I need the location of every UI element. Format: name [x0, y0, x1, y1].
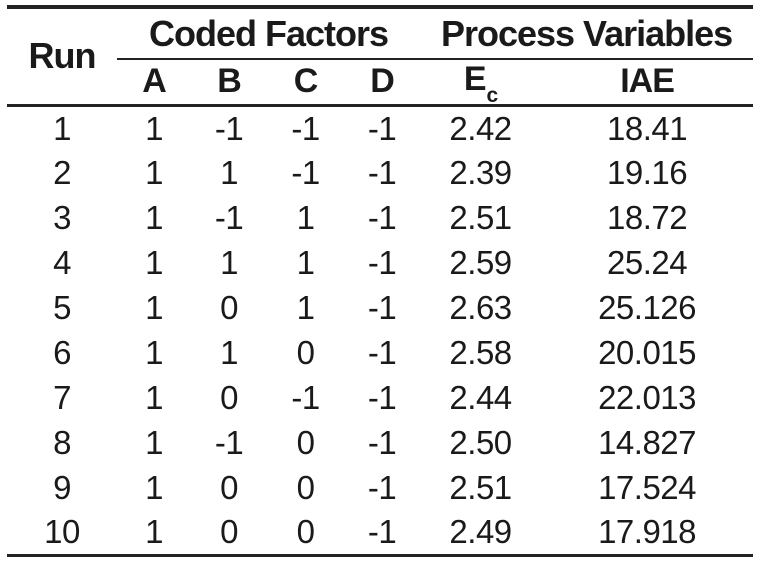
cell-ec: 2.44 — [449, 378, 512, 416]
cell-factor-d: -1 — [367, 109, 397, 147]
cell-factor-d: -1 — [367, 378, 397, 416]
cell-factor-b: 0 — [220, 288, 238, 326]
cell-factor-c: -1 — [291, 109, 320, 147]
cell-iae: 19.16 — [607, 153, 688, 191]
cell-factor-d: -1 — [367, 243, 397, 281]
cell-factor-c: 0 — [296, 513, 315, 551]
cell-factor-c: 0 — [296, 423, 315, 461]
cell-run: 6 — [53, 333, 71, 371]
cell-ec: 2.58 — [449, 333, 512, 371]
group-header-row: Run Coded Factors Process Variables — [7, 7, 754, 107]
cell-iae: 18.72 — [607, 198, 688, 236]
coded-factors-group-header: Coded Factors — [117, 7, 421, 60]
cell-run: 4 — [53, 243, 71, 281]
cell-factor-a: 1 — [145, 378, 163, 416]
cell-factor-a: 1 — [145, 109, 163, 147]
cell-factor-c: 1 — [296, 288, 315, 326]
cell-factor-b: -1 — [214, 109, 244, 147]
cell-factor-d: -1 — [367, 288, 397, 326]
cell-factor-d: -1 — [367, 468, 397, 506]
cell-iae: 22.013 — [598, 378, 697, 416]
column-header-c: C — [267, 59, 344, 107]
cell-iae: 14.827 — [598, 423, 697, 461]
cell-factor-d: -1 — [367, 423, 397, 461]
cell-factor-a: 1 — [145, 423, 163, 461]
cell-run: 5 — [53, 288, 71, 326]
column-header-row: A B C D Ec IAE — [7, 59, 754, 107]
cell-run: 2 — [53, 153, 71, 191]
table-row: 6 1 1 0 -1 2.58 20.015 — [7, 330, 753, 375]
cell-factor-a: 1 — [145, 243, 163, 281]
cell-ec: 2.50 — [449, 423, 512, 461]
table-row: 1 1 -1 -1 -1 2.42 18.41 — [7, 105, 753, 150]
cell-factor-a: 1 — [145, 333, 163, 371]
cell-factor-b: -1 — [214, 198, 244, 236]
cell-iae: 25.24 — [607, 243, 688, 281]
cell-ec: 2.42 — [449, 109, 512, 147]
cell-factor-d: -1 — [367, 153, 397, 191]
table-row: 3 1 -1 1 -1 2.51 18.72 — [7, 195, 753, 240]
process-variables-group-header: Process Variables — [420, 7, 754, 60]
ec-base: E — [463, 60, 487, 98]
cell-factor-b: 0 — [220, 513, 238, 551]
table-row: 10 1 0 0 -1 2.49 17.918 — [7, 510, 753, 555]
column-header-ec: Ec — [420, 59, 542, 107]
column-header-a: A — [117, 59, 191, 107]
cell-iae: 20.015 — [598, 333, 697, 371]
cell-factor-c: -1 — [291, 378, 320, 416]
cell-factor-d: -1 — [367, 198, 397, 236]
cell-iae: 18.41 — [607, 109, 688, 147]
cell-ec: 2.63 — [449, 288, 512, 326]
cell-run: 10 — [44, 513, 80, 551]
cell-factor-c: -1 — [291, 153, 320, 191]
table-row: 5 1 0 1 -1 2.63 25.126 — [7, 285, 753, 330]
table-row: 7 1 0 -1 -1 2.44 22.013 — [7, 375, 753, 420]
paper-table-figure: Run Coded Factors Process Variables A B … — [7, 5, 754, 557]
run-column-header: Run — [7, 7, 117, 107]
cell-ec: 2.49 — [449, 513, 512, 551]
cell-factor-a: 1 — [145, 153, 163, 191]
table-row: 8 1 -1 0 -1 2.50 14.827 — [7, 420, 753, 465]
cell-factor-d: -1 — [367, 513, 397, 551]
cell-factor-a: 1 — [145, 468, 163, 506]
table-row: 9 1 0 0 -1 2.51 17.524 — [7, 465, 753, 510]
cell-ec: 2.51 — [449, 468, 512, 506]
table-row: 4 1 1 1 -1 2.59 25.24 — [7, 240, 753, 285]
cell-run: 7 — [53, 378, 71, 416]
cell-factor-a: 1 — [145, 513, 163, 551]
cell-factor-c: 0 — [296, 333, 315, 371]
doe-results-table: Run Coded Factors Process Variables A B … — [7, 5, 754, 557]
cell-run: 8 — [53, 423, 71, 461]
cell-factor-a: 1 — [145, 288, 163, 326]
cell-iae: 17.524 — [598, 468, 697, 506]
column-header-b: B — [191, 59, 267, 107]
column-header-d: D — [344, 59, 421, 107]
cell-factor-c: 1 — [296, 198, 315, 236]
cell-factor-b: -1 — [214, 423, 244, 461]
cell-iae: 17.918 — [598, 513, 697, 551]
cell-factor-c: 1 — [296, 243, 315, 281]
cell-factor-b: 1 — [220, 243, 238, 281]
ec-subscript: c — [486, 83, 499, 107]
cell-factor-a: 1 — [145, 198, 163, 236]
cell-run: 1 — [53, 109, 71, 147]
cell-factor-c: 0 — [296, 468, 315, 506]
cell-ec: 2.59 — [449, 243, 512, 281]
cell-iae: 25.126 — [598, 288, 697, 326]
cell-factor-b: 1 — [220, 333, 238, 371]
cell-run: 9 — [53, 468, 71, 506]
cell-ec: 2.39 — [449, 153, 512, 191]
column-header-iae: IAE — [541, 59, 754, 107]
cell-run: 3 — [53, 198, 71, 236]
cell-factor-b: 0 — [220, 468, 238, 506]
table-row: 2 1 1 -1 -1 2.39 19.16 — [7, 150, 753, 195]
cell-ec: 2.51 — [449, 198, 512, 236]
cell-factor-d: -1 — [367, 333, 397, 371]
cell-factor-b: 1 — [220, 153, 238, 191]
cell-factor-b: 0 — [220, 378, 238, 416]
